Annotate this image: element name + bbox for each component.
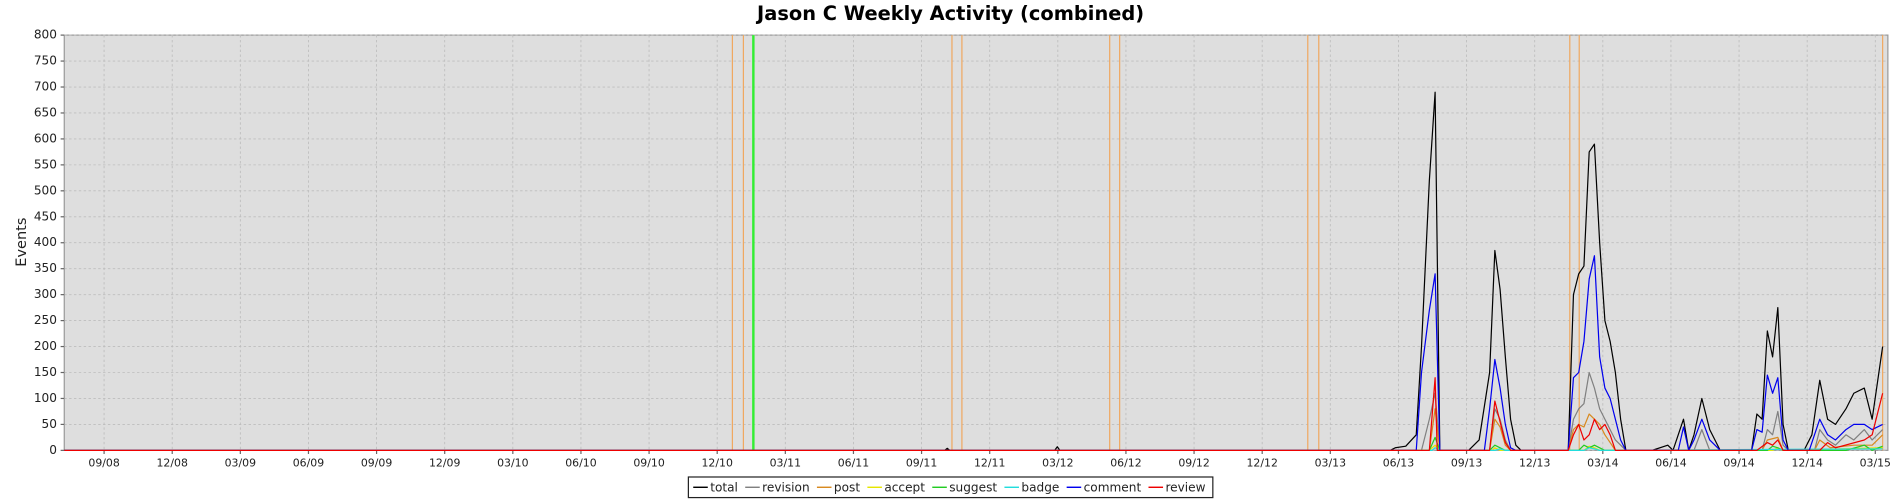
y-tick-label: 500 bbox=[34, 183, 57, 197]
legend-label: comment bbox=[1084, 480, 1142, 494]
legend-label: review bbox=[1165, 480, 1205, 494]
x-tick-label: 12/13 bbox=[1519, 457, 1550, 470]
x-tick-label: 06/11 bbox=[838, 457, 869, 470]
legend-box bbox=[687, 476, 1214, 499]
x-tick-label: 09/08 bbox=[88, 457, 119, 470]
legend-label: post bbox=[834, 480, 860, 494]
x-tick-label: 09/11 bbox=[906, 457, 937, 470]
x-tick-label: 09/09 bbox=[361, 457, 392, 470]
x-tick-label: 06/09 bbox=[293, 457, 324, 470]
series-line bbox=[64, 377, 1884, 451]
x-tick-label: 03/12 bbox=[1042, 457, 1073, 470]
x-tick-label: 09/12 bbox=[1178, 457, 1209, 470]
x-tick-label: 12/10 bbox=[701, 457, 732, 470]
y-tick-label: 0 bbox=[49, 443, 57, 457]
y-tick-label: 300 bbox=[34, 287, 57, 301]
y-tick-label: 700 bbox=[34, 80, 57, 94]
x-tick-label: 12/14 bbox=[1791, 457, 1822, 470]
chart-title: Jason C Weekly Activity (combined) bbox=[755, 2, 1144, 25]
y-tick-label: 400 bbox=[34, 235, 57, 249]
legend: total revision post accept suggest badge comme… bbox=[687, 476, 1214, 499]
x-tick-label: 03/13 bbox=[1315, 457, 1346, 470]
legend-label: badge bbox=[1021, 480, 1059, 494]
x-tick-label: 03/10 bbox=[497, 457, 528, 470]
x-tick-label: 06/10 bbox=[565, 457, 596, 470]
x-tick-label: 12/09 bbox=[429, 457, 460, 470]
x-tick-label: 03/11 bbox=[770, 457, 801, 470]
series-line bbox=[64, 371, 1884, 451]
y-axis-label: Events bbox=[14, 218, 30, 267]
y-tick-label: 550 bbox=[34, 157, 57, 171]
x-tick-label: 09/10 bbox=[633, 457, 664, 470]
y-tick-label: 750 bbox=[34, 54, 57, 68]
x-tick-label: 06/12 bbox=[1110, 457, 1141, 470]
series-line bbox=[64, 447, 1883, 451]
x-tick-label: 03/09 bbox=[225, 457, 256, 470]
y-tick-label: 600 bbox=[34, 131, 57, 145]
x-tick-label: 03/15 bbox=[1860, 457, 1891, 470]
x-tick-label: 12/11 bbox=[974, 457, 1005, 470]
y-tick-label: 150 bbox=[34, 365, 57, 379]
legend-label: suggest bbox=[949, 480, 997, 494]
x-tick-label: 12/12 bbox=[1246, 457, 1277, 470]
x-tick-label: 12/08 bbox=[157, 457, 188, 470]
y-tick-label: 800 bbox=[34, 28, 57, 42]
legend-label: total bbox=[710, 480, 738, 494]
legend-label: accept bbox=[884, 480, 925, 494]
x-tick-label: 09/13 bbox=[1451, 457, 1482, 470]
y-tick-label: 50 bbox=[42, 417, 57, 431]
y-tick-label: 200 bbox=[34, 339, 57, 353]
x-tick-label: 09/14 bbox=[1723, 457, 1754, 470]
x-tick-label: 06/14 bbox=[1655, 457, 1686, 470]
legend-label: revision bbox=[762, 480, 809, 494]
x-tick-label: 03/14 bbox=[1587, 457, 1618, 470]
x-tick-label: 06/13 bbox=[1383, 457, 1414, 470]
y-tick-label: 250 bbox=[34, 313, 57, 327]
series-line bbox=[64, 91, 1884, 451]
y-tick-label: 350 bbox=[34, 261, 57, 275]
y-tick-label: 100 bbox=[34, 391, 57, 405]
y-tick-label: 650 bbox=[34, 105, 57, 119]
y-tick-label: 450 bbox=[34, 209, 57, 223]
